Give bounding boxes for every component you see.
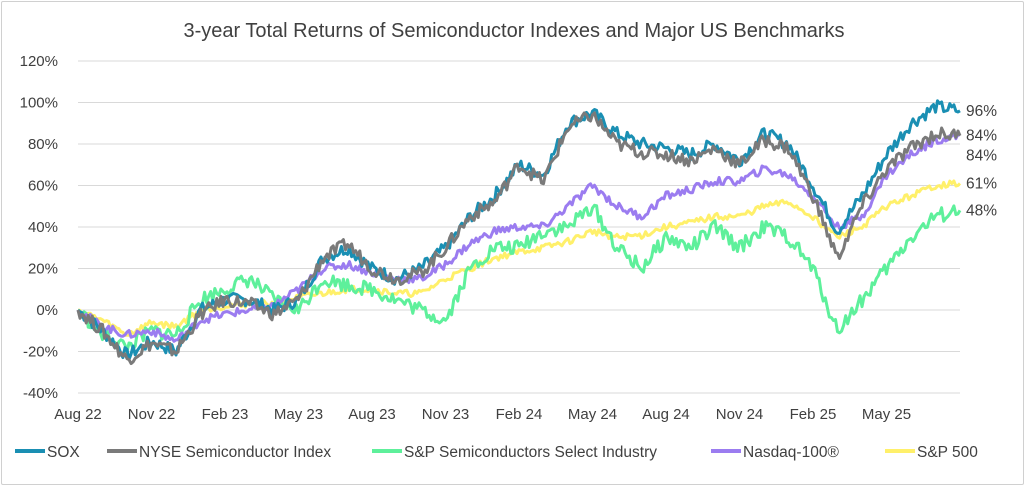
x-tick-label: Nov 22: [128, 406, 176, 423]
series-line-s-p-semiconductors-select-industry: [77, 203, 962, 354]
y-axis-ticks: -40% -20% 0% 20% 40% 60% 80% 100% 120%: [20, 53, 58, 402]
grid: [78, 60, 960, 394]
x-tick-label: Aug 22: [54, 406, 102, 423]
y-tick-label: -40%: [23, 385, 58, 402]
y-tick-label: 20%: [28, 261, 58, 278]
legend-label: SOX: [47, 444, 80, 461]
legend-label: Nasdaq-100®: [743, 444, 839, 461]
y-tick-label: 80%: [28, 136, 58, 153]
x-axis-ticks: Aug 22 Nov 22 Feb 23 May 23 Aug 23 Nov 23 Feb …: [54, 406, 911, 423]
legend-label: S&P Semiconductors Select Industry: [404, 444, 657, 461]
y-tick-label: 60%: [28, 178, 58, 195]
x-tick-label: Aug 23: [348, 406, 396, 423]
end-label: 84%: [966, 148, 997, 165]
y-tick-label: 40%: [28, 219, 58, 236]
series-lines: [76, 99, 962, 366]
end-labels: 96% 84% 84% 61% 48%: [966, 103, 997, 220]
x-tick-label: Nov 24: [716, 406, 764, 423]
end-label: 84%: [966, 128, 997, 145]
x-tick-label: Nov 23: [422, 406, 470, 423]
series-line-nasdaq-100: [76, 131, 962, 343]
series-line-s-p-500: [77, 179, 962, 337]
x-tick-label: Feb 24: [496, 406, 543, 423]
y-tick-label: -20%: [23, 344, 58, 361]
y-tick-label: 100%: [20, 95, 58, 112]
legend-label: NYSE Semiconductor Index: [139, 444, 331, 461]
y-tick-label: 0%: [36, 302, 58, 319]
y-tick-label: 120%: [20, 53, 58, 70]
end-label: 96%: [966, 103, 997, 120]
series-line-nyse-semiconductor-index: [76, 111, 962, 366]
x-tick-label: May 24: [568, 406, 617, 423]
x-tick-label: Feb 23: [202, 406, 249, 423]
x-tick-label: Aug 24: [642, 406, 690, 423]
x-tick-label: Feb 25: [790, 406, 837, 423]
x-tick-label: May 23: [274, 406, 323, 423]
legend: SOX NYSE Semiconductor Index S&P Semicondu…: [15, 444, 978, 461]
x-tick-label: May 25: [862, 406, 911, 423]
chart-title: 3-year Total Returns of Semiconductor In…: [183, 20, 844, 42]
end-label: 48%: [966, 202, 997, 219]
legend-label: S&P 500: [917, 444, 978, 461]
end-label: 61%: [966, 175, 997, 192]
